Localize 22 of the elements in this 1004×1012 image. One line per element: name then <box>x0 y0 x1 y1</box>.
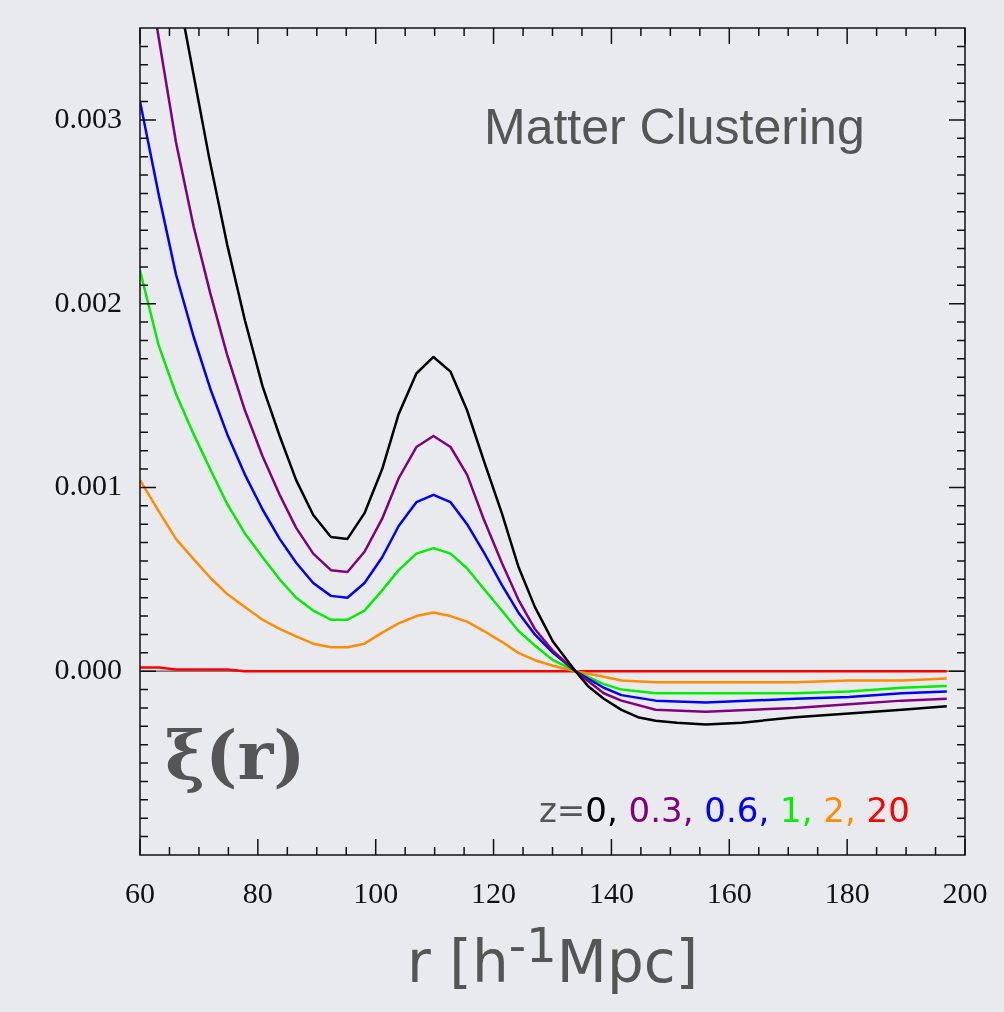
x-tick-label: 100 <box>353 875 399 909</box>
y-axis-title: ξ(r) <box>165 715 306 795</box>
text: Matter Clustering <box>484 98 865 156</box>
text: 1, <box>780 790 813 830</box>
y-tick-label: 0.001 <box>54 468 122 502</box>
x-axis-title: r [h$^{-1}$Mpc] <box>407 917 699 997</box>
text: 20 <box>866 790 910 830</box>
y-tick-label: 0.002 <box>54 284 122 318</box>
text: 0.6, <box>704 790 770 830</box>
text: 0, <box>585 790 618 830</box>
y-tick-label: 0.000 <box>54 652 122 686</box>
x-tick-label: 120 <box>471 875 517 909</box>
text: 2, <box>823 790 856 830</box>
y-tick-label: 0.003 <box>54 100 122 134</box>
x-tick-label: 140 <box>588 875 634 909</box>
x-tick-label: 200 <box>942 875 988 909</box>
text: 0.3, <box>628 790 694 830</box>
x-tick-label: 60 <box>125 875 155 909</box>
x-tick-label: 80 <box>242 875 273 909</box>
legend-title: z= <box>539 790 586 830</box>
x-tick-label: 160 <box>706 875 752 909</box>
x-tick-label: 180 <box>824 875 870 909</box>
